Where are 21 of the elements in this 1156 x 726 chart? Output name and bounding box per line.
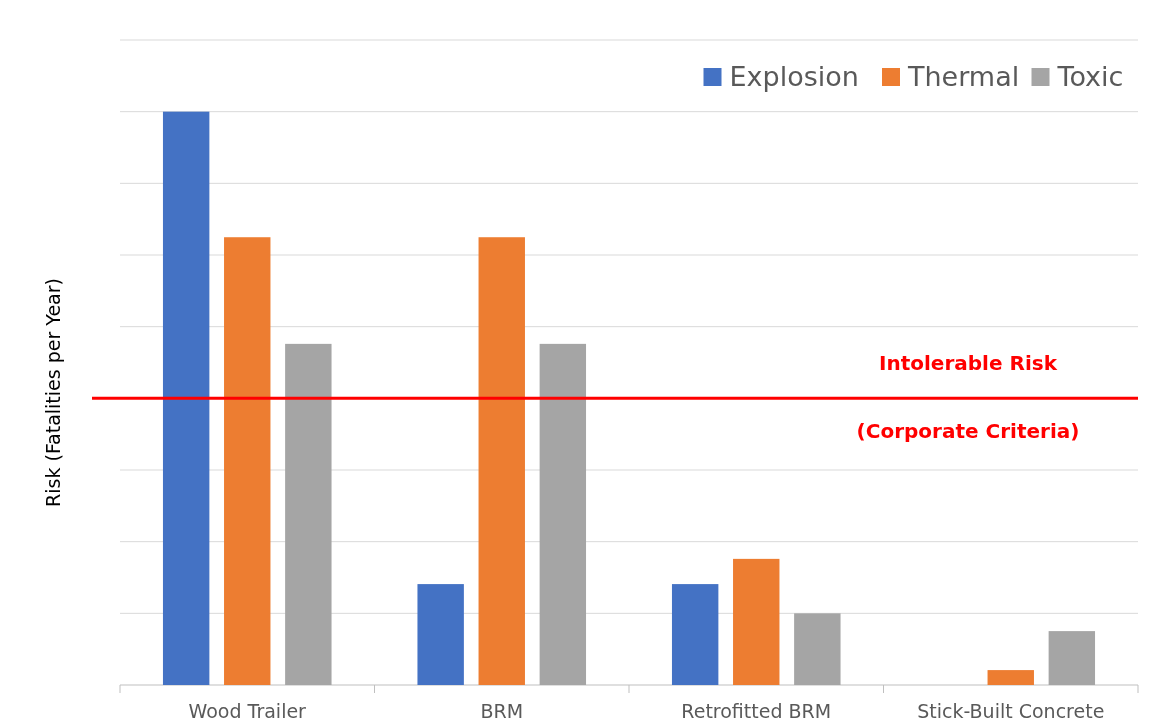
legend-label: Toxic — [1056, 61, 1124, 92]
bar — [478, 237, 525, 685]
x-tick-label: Stick-Built Concrete — [917, 700, 1105, 722]
bar — [733, 558, 780, 685]
bar — [285, 343, 332, 685]
y-axis-title: Risk (Fatalities per Year) — [42, 278, 64, 507]
legend-label: Explosion — [729, 61, 859, 92]
bar — [1048, 631, 1096, 685]
legend-label: Thermal — [907, 61, 1020, 92]
bar — [224, 237, 271, 685]
bar — [162, 111, 210, 685]
bar — [794, 613, 841, 685]
bar — [539, 343, 587, 685]
annotation: (Corporate Criteria) — [856, 419, 1080, 444]
bar — [417, 584, 464, 685]
ref-line-label: Intolerable Risk — [879, 351, 1058, 376]
x-tick-label: Retrofitted BRM — [681, 700, 832, 722]
x-tick-label: Wood Trailer — [188, 700, 307, 722]
bar — [671, 584, 719, 685]
bar — [987, 670, 1034, 685]
x-tick-label: BRM — [480, 700, 524, 722]
